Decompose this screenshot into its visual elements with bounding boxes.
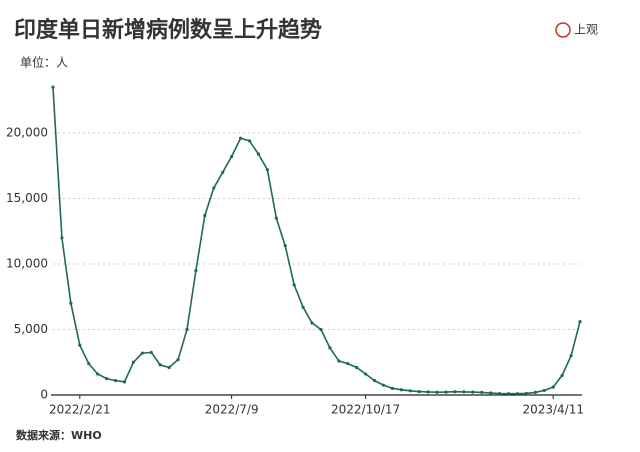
- point: [238, 136, 243, 140]
- point: [578, 320, 582, 324]
- x-tick-label: 2022/2/21: [49, 403, 111, 417]
- point: [140, 351, 144, 355]
- y-tick-label: 5,000: [14, 322, 48, 336]
- point: [560, 373, 564, 377]
- point: [498, 391, 502, 396]
- point: [489, 391, 493, 395]
- x-tick-label: 2022/7/9: [205, 403, 259, 417]
- point: [149, 350, 153, 355]
- point: [417, 389, 421, 394]
- source: 数据来源：WHO: [16, 428, 102, 442]
- point: [310, 321, 314, 325]
- point: [292, 283, 296, 287]
- point: [337, 359, 341, 363]
- point: [167, 365, 171, 370]
- point: [569, 354, 573, 358]
- point: [212, 186, 216, 190]
- point: [328, 346, 332, 350]
- point: [480, 390, 484, 394]
- point: [390, 386, 395, 391]
- point: [506, 392, 511, 396]
- point: [247, 139, 252, 143]
- point: [408, 389, 412, 393]
- x-tick-label: 2023/4/11: [522, 403, 584, 417]
- point: [69, 301, 73, 305]
- chart-title: 印度单日新增病例数呈上升趋势: [14, 17, 322, 43]
- line: [52, 87, 581, 395]
- point: [51, 85, 55, 89]
- point: [471, 390, 475, 394]
- point: [283, 244, 287, 248]
- point: [301, 305, 305, 309]
- point: [435, 390, 439, 394]
- point: [444, 390, 448, 394]
- point: [113, 378, 118, 383]
- point: [104, 377, 109, 381]
- point: [96, 372, 100, 376]
- point: [158, 363, 162, 367]
- y-tick-label: 15,000: [6, 191, 48, 205]
- point: [60, 236, 64, 240]
- point: [346, 361, 350, 366]
- point: [185, 327, 189, 332]
- unit-label: 单位：人: [20, 55, 68, 70]
- point: [533, 390, 537, 394]
- logo-icon: [555, 22, 571, 38]
- point: [551, 385, 555, 389]
- point: [265, 168, 269, 172]
- point: [453, 390, 457, 394]
- point: [274, 216, 278, 220]
- point: [122, 380, 127, 384]
- point: [364, 372, 368, 376]
- point: [399, 388, 403, 392]
- y-tick-label: 0: [40, 388, 48, 402]
- point: [87, 361, 91, 366]
- logo: 上观: [574, 23, 598, 37]
- point: [230, 154, 234, 159]
- point: [78, 343, 82, 347]
- point: [355, 365, 359, 370]
- point: [319, 327, 323, 332]
- point: [381, 383, 386, 387]
- point: [426, 390, 430, 394]
- point: [194, 268, 198, 273]
- point: [203, 213, 207, 218]
- point: [462, 390, 466, 394]
- point: [515, 392, 520, 396]
- x-tick-label: 2022/10/17: [331, 403, 400, 417]
- point: [524, 391, 529, 396]
- point: [372, 378, 377, 383]
- point: [256, 152, 261, 156]
- y-tick-label: 10,000: [6, 257, 48, 271]
- point: [131, 360, 135, 364]
- point: [221, 170, 225, 174]
- y-tick-label: 20,000: [6, 126, 48, 140]
- point: [542, 388, 546, 393]
- point: [176, 358, 180, 362]
